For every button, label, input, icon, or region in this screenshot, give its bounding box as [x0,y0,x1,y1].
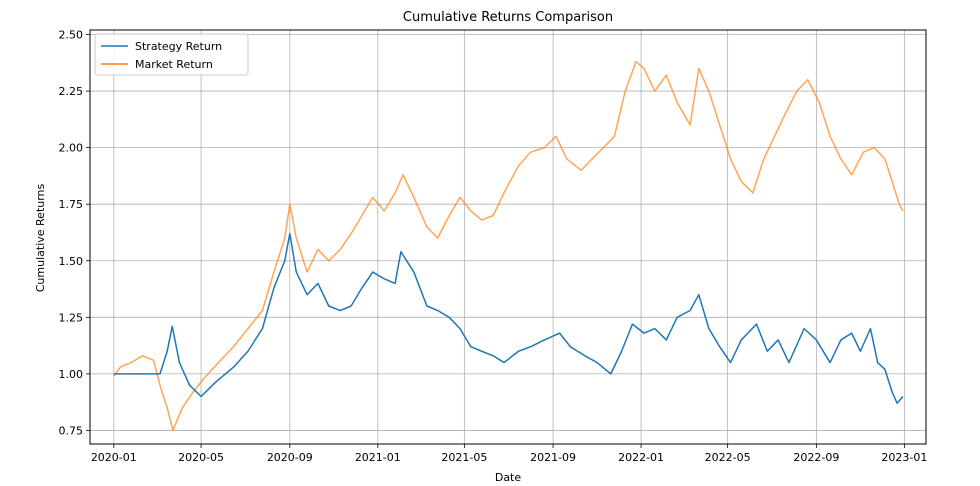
x-tick-label: 2023-01 [881,451,927,464]
x-tick-label: 2022-09 [793,451,839,464]
x-tick-label: 2022-05 [705,451,751,464]
chart-title: Cumulative Returns Comparison [403,10,613,25]
x-tick-label: 2020-09 [267,451,313,464]
y-axis-label: Cumulative Returns [34,183,47,292]
x-tick-label: 2020-01 [91,451,137,464]
x-tick-label: 2021-05 [441,451,487,464]
x-axis: 2020-01 2020-05 2020-09 2021-01 2021-05 2021-… [91,444,927,464]
x-tick-label: 2021-01 [355,451,401,464]
y-tick-label: 1.75 [59,198,84,211]
legend-box [94,33,249,76]
plot-frame [89,29,927,445]
y-axis: 0.75 1.00 1.25 1.50 1.75 2.00 2.25 2.50 [59,29,90,437]
x-axis-label: Date [495,471,522,484]
series-line-strategy-return [113,232,904,405]
y-tick-label: 2.00 [59,142,84,155]
y-tick-label: 2.25 [59,85,84,98]
legend-label-strategy: Strategy Return [135,40,222,53]
series-lines [113,60,904,432]
x-tick-label: 2021-09 [530,451,576,464]
y-tick-label: 0.75 [59,424,84,437]
legend-label-market: Market Return [135,58,213,71]
series-line-market-return [113,60,904,432]
y-tick-label: 1.50 [59,255,84,268]
y-tick-label: 2.50 [59,29,84,42]
x-tick-label: 2020-05 [178,451,224,464]
x-tick-label: 2022-01 [618,451,664,464]
y-tick-label: 1.25 [59,311,84,324]
legend: Strategy Return Market Return [94,33,249,76]
y-tick-label: 1.00 [59,368,84,381]
gridlines [90,30,926,444]
